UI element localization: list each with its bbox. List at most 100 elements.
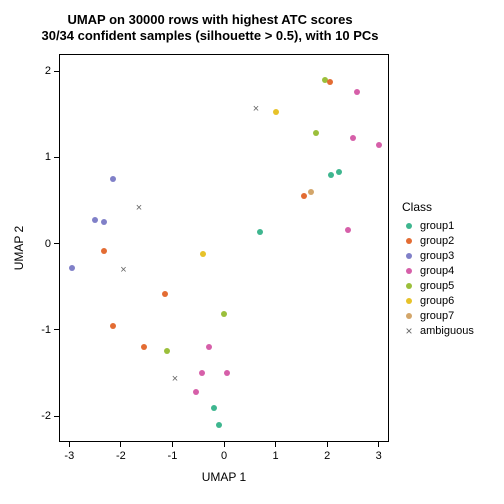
data-point	[101, 248, 107, 254]
dot-icon	[273, 109, 279, 115]
x-tick-label: -1	[168, 450, 178, 462]
x-tick-label: -2	[116, 450, 126, 462]
legend-label: group4	[420, 265, 454, 277]
data-point	[199, 370, 205, 376]
dot-icon	[308, 189, 314, 195]
y-tick	[54, 329, 59, 330]
x-tick	[224, 442, 225, 447]
legend-label: group1	[420, 220, 454, 232]
title-line-2: 30/34 confident samples (silhouette > 0.…	[0, 28, 420, 44]
dot-icon	[221, 311, 227, 317]
x-tick	[275, 442, 276, 447]
legend-swatch: ×	[402, 324, 416, 338]
plot-area	[59, 54, 389, 442]
data-point	[224, 370, 230, 376]
x-tick	[172, 442, 173, 447]
legend-swatch	[402, 219, 416, 233]
legend-dot-icon	[406, 283, 412, 289]
legend-dot-icon	[406, 298, 412, 304]
cross-icon: ×	[134, 204, 144, 214]
dot-icon	[301, 193, 307, 199]
y-tick-label: 1	[33, 151, 51, 163]
dot-icon	[193, 389, 199, 395]
cross-icon: ×	[251, 105, 261, 115]
dot-icon	[164, 348, 170, 354]
dot-icon	[199, 370, 205, 376]
y-tick	[54, 157, 59, 158]
dot-icon	[110, 323, 116, 329]
legend-dot-icon	[406, 223, 412, 229]
data-point	[301, 193, 307, 199]
legend-label: ambiguous	[420, 325, 474, 337]
dot-icon	[206, 344, 212, 350]
legend-swatch	[402, 234, 416, 248]
legend-label: group3	[420, 250, 454, 262]
legend-dot-icon	[406, 238, 412, 244]
dot-icon	[141, 344, 147, 350]
data-point	[69, 265, 75, 271]
y-tick	[54, 71, 59, 72]
x-tick	[378, 442, 379, 447]
legend-swatch	[402, 294, 416, 308]
legend-item: group1	[402, 218, 474, 233]
y-tick-label: -1	[33, 324, 51, 336]
legend-swatch	[402, 264, 416, 278]
dot-icon	[216, 422, 222, 428]
data-point	[110, 323, 116, 329]
x-tick	[69, 442, 70, 447]
legend-dot-icon	[406, 268, 412, 274]
data-point	[308, 189, 314, 195]
data-point	[328, 172, 334, 178]
data-point	[162, 291, 168, 297]
y-tick-label: 0	[33, 238, 51, 250]
dot-icon	[200, 251, 206, 257]
title-line-1: UMAP on 30000 rows with highest ATC scor…	[0, 12, 420, 28]
data-point	[354, 89, 360, 95]
data-point	[327, 79, 333, 85]
legend-item: group4	[402, 263, 474, 278]
legend-item: group5	[402, 278, 474, 293]
data-point	[345, 227, 351, 233]
data-point	[164, 348, 170, 354]
dot-icon	[376, 142, 382, 148]
dot-icon	[224, 370, 230, 376]
cross-icon: ×	[118, 266, 128, 276]
cross-icon: ×	[170, 375, 180, 385]
y-tick-label: 2	[33, 65, 51, 77]
dot-icon	[211, 405, 217, 411]
data-point: ×	[251, 105, 261, 115]
data-point: ×	[170, 375, 180, 385]
data-point	[376, 142, 382, 148]
x-tick	[120, 442, 121, 447]
legend-item: group7	[402, 308, 474, 323]
data-point	[206, 344, 212, 350]
legend-item: group2	[402, 233, 474, 248]
legend-swatch	[402, 249, 416, 263]
dot-icon	[328, 172, 334, 178]
dot-icon	[162, 291, 168, 297]
data-point	[200, 251, 206, 257]
legend-item: group6	[402, 293, 474, 308]
legend-dot-icon	[406, 253, 412, 259]
dot-icon	[69, 265, 75, 271]
dot-icon	[101, 248, 107, 254]
data-point	[273, 109, 279, 115]
data-point	[336, 169, 342, 175]
legend-swatch	[402, 309, 416, 323]
x-tick-label: 1	[273, 450, 279, 462]
legend-label: group5	[420, 280, 454, 292]
legend-item: group3	[402, 248, 474, 263]
x-tick-label: 0	[221, 450, 227, 462]
dot-icon	[257, 229, 263, 235]
dot-icon	[327, 79, 333, 85]
x-tick-label: -3	[64, 450, 74, 462]
x-tick	[327, 442, 328, 447]
legend-dot-icon	[406, 313, 412, 319]
data-point	[101, 219, 107, 225]
legend-swatch	[402, 279, 416, 293]
chart-title: UMAP on 30000 rows with highest ATC scor…	[0, 12, 420, 45]
dot-icon	[345, 227, 351, 233]
x-axis-label: UMAP 1	[202, 470, 246, 484]
x-tick-label: 2	[324, 450, 330, 462]
dot-icon	[336, 169, 342, 175]
